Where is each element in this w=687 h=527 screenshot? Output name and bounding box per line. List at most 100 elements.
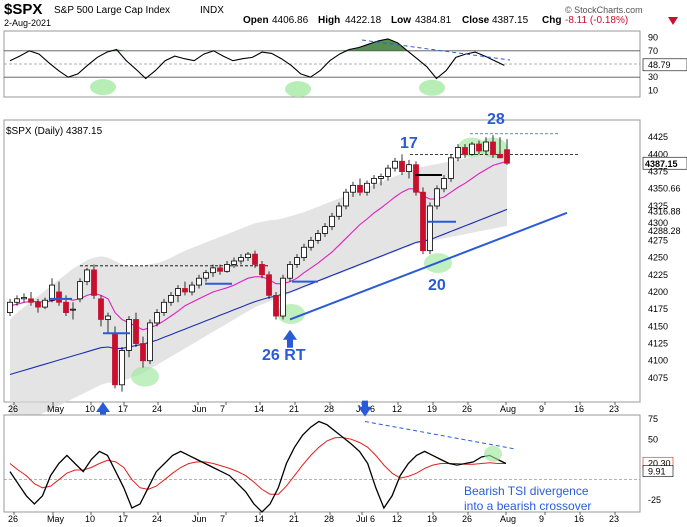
candle-body xyxy=(14,298,20,303)
x-tick-label: Jul 6 xyxy=(356,514,375,524)
price-y-tick: 4350.66 xyxy=(648,183,681,193)
candle-body xyxy=(504,149,510,164)
price-y-tick: 4300 xyxy=(648,218,668,228)
x-tick-label: 17 xyxy=(118,404,128,414)
candle-body xyxy=(343,191,349,207)
down-arrow-icon xyxy=(668,17,678,25)
low-label: Low xyxy=(391,15,411,26)
candle-body xyxy=(224,264,230,272)
price-current-badge xyxy=(642,156,687,170)
price-y-tick: 4200 xyxy=(648,287,668,297)
candle-body xyxy=(77,281,83,300)
candle-body xyxy=(364,182,370,193)
tsi-divergence-line xyxy=(364,420,516,450)
x-tick-label: 7 xyxy=(220,514,225,524)
candle-body xyxy=(308,239,314,248)
x-tick-label: 12 xyxy=(392,514,402,524)
candle-body xyxy=(490,141,496,155)
open-value: 4406.86 xyxy=(272,15,309,26)
candle-body xyxy=(35,301,41,308)
x-tick-label: 23 xyxy=(609,514,619,524)
x-tick-label: 24 xyxy=(152,514,162,524)
candle-body xyxy=(28,298,34,303)
candle-body xyxy=(203,272,209,279)
x-tick-label: 28 xyxy=(324,514,334,524)
price-legend: $SPX (Daily) 4387.15 xyxy=(6,126,103,137)
candle-body xyxy=(378,175,384,179)
candle-body xyxy=(392,160,398,169)
tsi-annotation-line: Bearish TSI divergence xyxy=(464,484,589,498)
x-tick-label: 12 xyxy=(392,404,402,414)
candle-body xyxy=(385,167,391,177)
high-label: High xyxy=(318,15,340,26)
candle-body xyxy=(21,297,27,300)
rsi-line xyxy=(9,38,505,80)
rsi-oversold-highlight xyxy=(285,81,311,98)
x-tick-label: May xyxy=(47,404,65,414)
tsi-line xyxy=(9,420,507,513)
exchange-label: INDX xyxy=(200,5,224,16)
candle-body xyxy=(189,284,195,293)
candle-body xyxy=(273,294,279,317)
candle-body xyxy=(462,147,468,155)
price-y-tick: 4425 xyxy=(648,132,668,142)
low-value: 4384.81 xyxy=(415,15,452,26)
candle-body xyxy=(336,205,342,217)
candle-body xyxy=(301,246,307,258)
x-tick-label: 19 xyxy=(427,514,437,524)
rsi-oversold-highlight xyxy=(419,79,445,96)
candle-body xyxy=(126,319,132,351)
x-tick-label: 19 xyxy=(427,404,437,414)
close-value: 4387.15 xyxy=(492,15,529,26)
candle-body xyxy=(357,184,363,193)
candle-body xyxy=(371,178,377,184)
candle-body xyxy=(147,322,153,362)
candle-body xyxy=(98,298,104,320)
x-axis-bottom: 26 May 10 17 24 Jun 7 14 21 28 Jul 6 12 19 26 Aug 9 16 23 xyxy=(8,512,619,524)
candle-body xyxy=(294,257,300,265)
rsi-y-tick: 90 xyxy=(648,33,658,43)
candle-body xyxy=(168,294,174,303)
candle-body xyxy=(455,147,461,159)
x-tick-label: May xyxy=(47,514,65,524)
x-tick-label: 14 xyxy=(254,404,264,414)
price-band xyxy=(10,150,507,430)
price-y-tick: 4125 xyxy=(648,339,668,349)
x-tick-label: 10 xyxy=(85,404,95,414)
x-tick-label: 26 xyxy=(8,404,18,414)
candle-body xyxy=(217,267,223,272)
candle-body xyxy=(350,184,356,193)
price-y-tick: 4225 xyxy=(648,270,668,280)
candle-body xyxy=(280,277,286,317)
candle-body xyxy=(154,312,160,324)
x-tick-label: 28 xyxy=(324,404,334,414)
tsi-y-tick: -25 xyxy=(648,495,661,505)
candle-body xyxy=(483,141,489,152)
annotation-label: 28 xyxy=(487,111,505,128)
symbol-title: $SPX xyxy=(4,1,42,18)
tsi-current-badge xyxy=(642,465,674,477)
x-tick-label: 7 xyxy=(220,404,225,414)
candle-body xyxy=(210,267,216,274)
price-y-tick: 4250 xyxy=(648,253,668,263)
tsi-signal-line xyxy=(9,437,506,495)
price-y-tick: 4325 xyxy=(648,201,668,211)
candle-body xyxy=(91,269,97,296)
candle-body xyxy=(420,191,426,252)
candle-body xyxy=(259,264,265,276)
up-arrow-icon xyxy=(96,402,110,420)
candle-body xyxy=(245,253,251,258)
tsi-y-tick: 75 xyxy=(648,414,658,424)
tsi-y-tick: 9.91 xyxy=(648,467,666,477)
candle-body xyxy=(133,319,139,344)
x-tick-label: 14 xyxy=(254,514,264,524)
price-y-tick: 4400 xyxy=(648,149,668,159)
candle-body xyxy=(266,274,272,296)
x-tick-label: 26 xyxy=(462,404,472,414)
price-y-tick: 4316.88 xyxy=(648,207,681,217)
open-label: Open xyxy=(243,15,269,26)
candle-body xyxy=(140,343,146,362)
rsi-y-tick: 10 xyxy=(648,85,658,95)
